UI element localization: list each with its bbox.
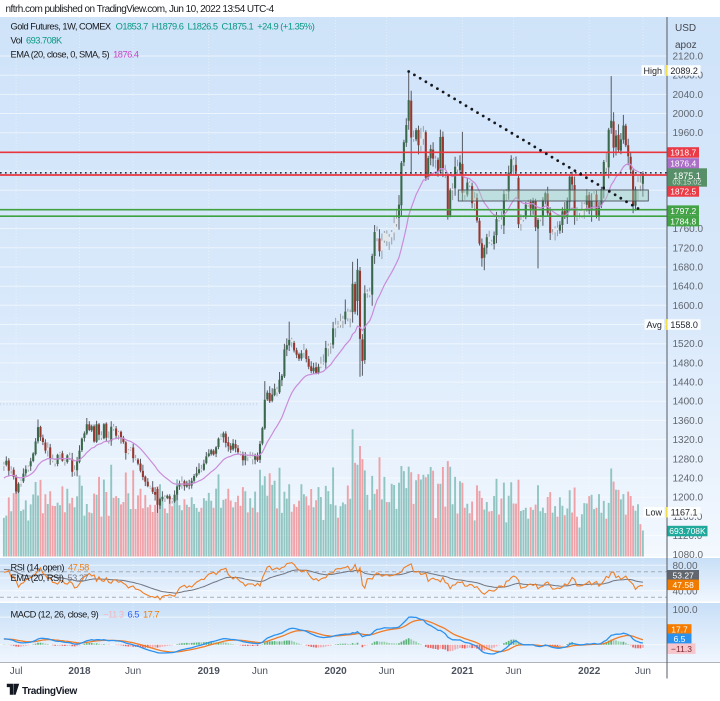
svg-text:6.5: 6.5: [674, 634, 686, 644]
svg-text:1440.0: 1440.0: [673, 378, 704, 389]
svg-text:2000.0: 2000.0: [673, 109, 704, 120]
svg-text:USD: USD: [675, 23, 696, 34]
svg-text:2021: 2021: [451, 666, 474, 677]
svg-text:1080.0: 1080.0: [673, 550, 704, 561]
svg-text:1875.1: 1875.1: [673, 171, 701, 181]
svg-text:EMA (20, close, 0, SMA, 5)1876: EMA (20, close, 0, SMA, 5) 1876.4: [11, 50, 139, 60]
svg-text:1280.0: 1280.0: [673, 454, 704, 465]
svg-text:1680.0: 1680.0: [673, 263, 704, 274]
svg-text:Jun: Jun: [379, 666, 395, 677]
svg-text:1797.2: 1797.2: [670, 206, 696, 216]
svg-text:1120.0: 1120.0: [673, 531, 703, 542]
svg-text:2080.0: 2080.0: [673, 71, 704, 82]
svg-text:1876.4: 1876.4: [670, 159, 696, 169]
svg-text:1360.0: 1360.0: [673, 416, 704, 427]
svg-text:2019: 2019: [198, 666, 221, 677]
svg-text:1784.8: 1784.8: [670, 216, 696, 226]
svg-text:80.00: 80.00: [673, 561, 698, 572]
svg-text:High: High: [644, 66, 663, 76]
svg-text:apoz: apoz: [675, 40, 697, 51]
svg-text:1960.0: 1960.0: [673, 128, 704, 139]
svg-text:1320.0: 1320.0: [673, 435, 704, 446]
svg-text:Low: Low: [646, 508, 663, 518]
svg-text:1167.1: 1167.1: [671, 508, 698, 518]
svg-text:Jun: Jun: [506, 666, 522, 677]
svg-text:1760.0: 1760.0: [673, 224, 704, 235]
svg-text:RSI (14, open)47.58: RSI (14, open) 47.58: [11, 563, 90, 573]
svg-text:1600.0: 1600.0: [673, 301, 704, 312]
svg-text:1872.5: 1872.5: [670, 187, 696, 197]
svg-text:1640.0: 1640.0: [673, 282, 704, 293]
svg-text:2040.0: 2040.0: [673, 90, 704, 101]
svg-text:1400.0: 1400.0: [673, 397, 704, 408]
svg-text:100.0: 100.0: [673, 605, 698, 616]
svg-text:03:15:02: 03:15:02: [672, 178, 701, 187]
svg-text:53.27: 53.27: [673, 571, 695, 581]
svg-text:1240.0: 1240.0: [673, 474, 704, 485]
svg-text:MACD (12, 26, close, 9)−11.36.: MACD (12, 26, close, 9) −11.3 6.5 17.7: [11, 610, 160, 620]
svg-text:Jun: Jun: [125, 666, 141, 677]
svg-text:40.00: 40.00: [673, 586, 698, 597]
svg-text:Jun: Jun: [252, 666, 268, 677]
svg-text:−11.3: −11.3: [671, 644, 692, 654]
svg-text:693.708K: 693.708K: [669, 526, 706, 536]
svg-text:1200.0: 1200.0: [673, 493, 704, 504]
svg-text:2120.0: 2120.0: [673, 52, 704, 63]
svg-text:EMA (20, RSI)53.27: EMA (20, RSI) 53.27: [11, 573, 89, 583]
svg-text:1520.0: 1520.0: [673, 339, 704, 350]
svg-text:1480.0: 1480.0: [673, 358, 704, 369]
svg-text:2022: 2022: [578, 666, 601, 677]
svg-text:2089.2: 2089.2: [670, 66, 698, 76]
svg-text:1558.0: 1558.0: [670, 320, 698, 330]
svg-text:nftrh.com published on Trading: nftrh.com published on TradingView.com, …: [6, 4, 275, 15]
svg-text:TradingView: TradingView: [22, 686, 77, 697]
svg-text:2020: 2020: [324, 666, 347, 677]
svg-text:17.7: 17.7: [671, 625, 688, 635]
svg-text:1720.0: 1720.0: [673, 243, 704, 254]
svg-text:1918.7: 1918.7: [670, 148, 696, 158]
svg-text:47.58: 47.58: [673, 580, 695, 590]
svg-text:Jun: Jun: [635, 666, 651, 677]
svg-text:Avg: Avg: [647, 320, 662, 330]
svg-text:Jul: Jul: [10, 666, 23, 677]
svg-text:2018: 2018: [68, 666, 91, 677]
